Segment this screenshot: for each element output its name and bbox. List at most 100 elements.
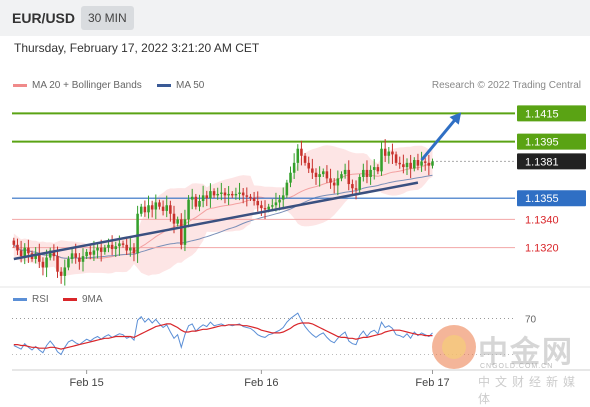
candle-body-85 [321, 171, 325, 175]
candle-body-20 [85, 251, 88, 257]
candle-body-8 [41, 261, 45, 268]
candle-body-90 [340, 174, 343, 179]
legend-ma20: MA 20 + Bollinger Bands [13, 80, 142, 91]
rsi-swatch [13, 297, 27, 301]
candle-body-76 [289, 172, 292, 183]
candle-body-1 [16, 244, 19, 251]
candle-body-86 [325, 171, 329, 179]
candle-body-46 [180, 219, 183, 245]
candle-body-100 [376, 167, 380, 172]
candle-body-55 [212, 191, 216, 196]
candle-body-32 [129, 247, 132, 251]
candle-body-107 [402, 164, 405, 168]
candle-body-88 [332, 182, 336, 186]
candle-body-104 [391, 151, 394, 155]
x-tick-label-1: Feb 16 [244, 377, 278, 389]
ma50-swatch [157, 83, 171, 87]
candle-body-0 [12, 240, 16, 245]
candle-body-30 [121, 243, 125, 245]
candle-body-24 [99, 247, 103, 252]
candle-body-10 [48, 250, 52, 258]
interval-badge[interactable]: 30 MIN [81, 6, 134, 30]
candle-body-18 [78, 257, 81, 262]
candle-body-71 [271, 205, 274, 207]
candle-body-95 [358, 176, 361, 190]
candle-body-67 [256, 201, 260, 206]
candle-body-82 [311, 168, 314, 173]
ma9-swatch [63, 297, 77, 301]
candle-body-13 [59, 271, 63, 276]
ma50-label: MA 50 [176, 80, 205, 91]
candle-body-3 [23, 247, 27, 257]
candle-body-19 [81, 256, 85, 262]
candle-body-26 [107, 244, 110, 248]
rsi-70-label: 70 [525, 315, 537, 326]
candle-body-91 [343, 169, 347, 175]
candle-body-110 [413, 160, 416, 169]
candle-body-48 [187, 199, 190, 220]
candle-body-58 [223, 192, 227, 196]
level-label-3: 1.1355 [525, 193, 559, 205]
candle-body-17 [74, 253, 77, 258]
chart-datetime: Thursday, February 17, 2022 3:21:20 AM C… [14, 41, 260, 55]
candle-body-49 [190, 196, 194, 200]
candle-body-80 [303, 155, 307, 163]
candle-body-69 [263, 208, 267, 210]
candle-body-89 [336, 178, 340, 186]
candle-body-27 [110, 244, 114, 250]
candle-body-77 [292, 162, 296, 173]
currency-pair: EUR/USD [12, 10, 76, 26]
candle-body-72 [274, 202, 278, 206]
candle-body-35 [139, 206, 143, 214]
level-tag-2 [517, 153, 586, 170]
candle-body-73 [278, 199, 281, 203]
level-tag-1 [517, 133, 586, 150]
legend-rsi: RSI [13, 294, 49, 305]
legend-ma50: MA 50 [157, 80, 204, 91]
level-label-5: 1.1320 [525, 243, 559, 255]
candle-body-92 [347, 169, 351, 185]
candle-body-99 [372, 167, 376, 170]
watermark-url: CNGOLD.COM.CN [480, 363, 554, 370]
candle-body-15 [67, 258, 70, 268]
candle-body-103 [387, 151, 391, 156]
candle-body-23 [96, 247, 99, 251]
rsi-line [13, 312, 433, 356]
candle-body-75 [285, 182, 289, 196]
candle-body-21 [88, 251, 92, 255]
candle-body-28 [114, 246, 118, 250]
candle-body-64 [245, 195, 249, 197]
candle-body-96 [362, 169, 365, 177]
candle-body-59 [227, 193, 230, 196]
level-tag-0 [517, 105, 586, 122]
candle-body-79 [300, 148, 303, 156]
ma20-label: MA 20 + Bollinger Bands [32, 80, 142, 91]
candle-body-101 [380, 148, 383, 172]
candle-body-108 [405, 162, 409, 168]
candle-body-36 [143, 206, 147, 213]
x-tick-label-0: Feb 15 [70, 377, 104, 389]
candle-body-14 [63, 267, 67, 276]
candle-body-6 [34, 253, 37, 259]
candle-body-11 [52, 250, 56, 257]
forecast-arrow-head [449, 112, 462, 125]
rsi-ma9-line [13, 322, 433, 350]
ma20-swatch [13, 83, 27, 87]
candle-body-38 [150, 205, 154, 210]
candle-body-111 [416, 160, 420, 166]
candle-body-7 [38, 253, 41, 262]
candle-body-114 [427, 162, 431, 166]
candle-body-62 [238, 192, 241, 194]
candle-body-43 [169, 205, 172, 214]
candle-body-4 [27, 247, 30, 254]
rsi-label: RSI [32, 294, 49, 305]
candle-body-66 [252, 198, 256, 202]
candle-body-2 [19, 250, 23, 257]
support-trendline [13, 181, 419, 261]
research-credit: Research © 2022 Trading Central [431, 80, 581, 91]
candle-body-115 [431, 161, 434, 166]
candle-body-22 [92, 250, 96, 255]
watermark-logo-inner [442, 335, 466, 359]
candle-body-60 [230, 193, 234, 196]
